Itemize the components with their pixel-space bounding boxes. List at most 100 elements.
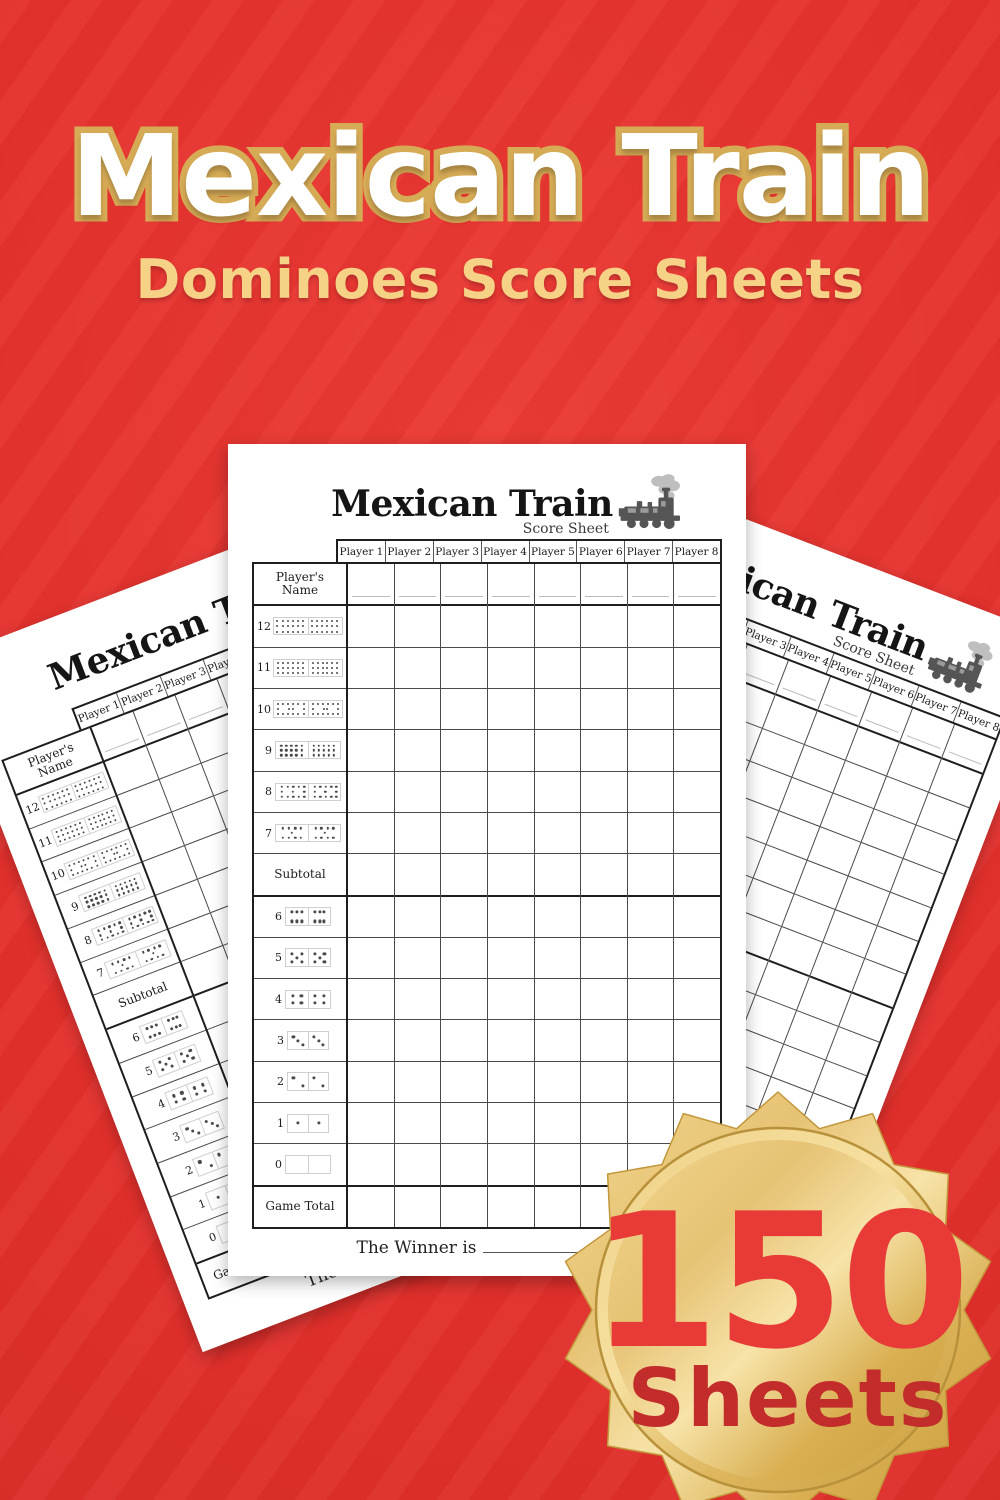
score-cell[interactable]: [487, 564, 534, 607]
score-cell[interactable]: [487, 606, 534, 648]
score-cell[interactable]: [487, 730, 534, 772]
score-cell[interactable]: [674, 938, 720, 980]
score-cell[interactable]: [487, 648, 534, 689]
score-cell[interactable]: [534, 730, 581, 772]
score-cell[interactable]: [627, 689, 674, 731]
score-cell[interactable]: [627, 564, 674, 607]
score-cell[interactable]: [627, 813, 674, 855]
score-cell[interactable]: [534, 1062, 581, 1104]
score-cell[interactable]: [487, 1144, 534, 1187]
score-cell[interactable]: [581, 606, 627, 648]
score-cell[interactable]: [627, 1020, 674, 1062]
score-cell[interactable]: [441, 979, 487, 1021]
score-cell[interactable]: [348, 606, 394, 648]
score-cell[interactable]: [441, 689, 487, 731]
score-cell[interactable]: [674, 1062, 720, 1104]
score-cell[interactable]: [674, 897, 720, 938]
score-cell[interactable]: [674, 772, 720, 813]
score-cell[interactable]: [348, 772, 394, 813]
score-cell[interactable]: [581, 689, 627, 731]
score-cell[interactable]: [441, 938, 487, 980]
score-cell[interactable]: [348, 1187, 394, 1227]
score-cell[interactable]: [534, 897, 581, 938]
score-cell[interactable]: [534, 606, 581, 648]
score-cell[interactable]: [581, 813, 627, 855]
score-cell[interactable]: [441, 854, 487, 897]
score-cell[interactable]: [441, 606, 487, 648]
score-cell[interactable]: [394, 1062, 441, 1104]
score-cell[interactable]: [394, 689, 441, 731]
score-cell[interactable]: [674, 606, 720, 648]
score-cell[interactable]: [487, 1020, 534, 1062]
score-cell[interactable]: [674, 1020, 720, 1062]
score-cell[interactable]: [581, 772, 627, 813]
score-cell[interactable]: [348, 564, 394, 607]
score-cell[interactable]: [348, 689, 394, 731]
score-cell[interactable]: [581, 648, 627, 689]
score-cell[interactable]: [627, 772, 674, 813]
score-cell[interactable]: [394, 897, 441, 938]
score-cell[interactable]: [441, 813, 487, 855]
score-cell[interactable]: [441, 1020, 487, 1062]
score-cell[interactable]: [394, 772, 441, 813]
score-cell[interactable]: [581, 897, 627, 938]
score-cell[interactable]: [674, 564, 720, 607]
score-cell[interactable]: [488, 1187, 534, 1227]
score-cell[interactable]: [348, 1103, 394, 1145]
score-cell[interactable]: [674, 979, 720, 1021]
score-cell[interactable]: [348, 897, 394, 938]
score-cell[interactable]: [487, 772, 534, 813]
score-cell[interactable]: [534, 772, 581, 813]
score-cell[interactable]: [441, 1144, 487, 1187]
score-cell[interactable]: [441, 1187, 487, 1227]
score-cell[interactable]: [348, 648, 394, 689]
score-cell[interactable]: [534, 854, 581, 897]
score-cell[interactable]: [394, 1144, 441, 1187]
score-cell[interactable]: [674, 730, 720, 772]
score-cell[interactable]: [441, 1103, 487, 1145]
score-cell[interactable]: [348, 1062, 394, 1104]
score-cell[interactable]: [441, 648, 487, 689]
score-cell[interactable]: [487, 1062, 534, 1104]
score-cell[interactable]: [581, 1062, 627, 1104]
score-cell[interactable]: [348, 854, 394, 897]
score-cell[interactable]: [674, 813, 720, 855]
score-cell[interactable]: [441, 1062, 487, 1104]
score-cell[interactable]: [581, 1020, 627, 1062]
score-cell[interactable]: [674, 854, 720, 897]
score-cell[interactable]: [394, 648, 441, 689]
score-cell[interactable]: [581, 979, 627, 1021]
score-cell[interactable]: [394, 1020, 441, 1062]
score-cell[interactable]: [394, 938, 441, 980]
score-cell[interactable]: [348, 979, 394, 1021]
score-cell[interactable]: [487, 854, 534, 897]
score-cell[interactable]: [348, 1144, 394, 1187]
score-cell[interactable]: [581, 854, 627, 897]
score-cell[interactable]: [441, 564, 487, 607]
score-cell[interactable]: [348, 813, 394, 855]
winner-input[interactable]: [482, 1238, 658, 1253]
score-cell[interactable]: [674, 689, 720, 731]
score-cell[interactable]: [581, 1144, 627, 1187]
score-cell[interactable]: [534, 564, 581, 607]
score-cell[interactable]: [627, 606, 674, 648]
score-cell[interactable]: [394, 854, 441, 897]
score-cell[interactable]: [348, 730, 394, 772]
score-cell[interactable]: [394, 730, 441, 772]
score-cell[interactable]: [441, 772, 487, 813]
score-cell[interactable]: [487, 1103, 534, 1145]
score-cell[interactable]: [581, 564, 627, 607]
score-cell[interactable]: [534, 813, 581, 855]
score-cell[interactable]: [581, 938, 627, 980]
score-cell[interactable]: [581, 730, 627, 772]
score-cell[interactable]: [534, 1020, 581, 1062]
score-cell[interactable]: [627, 1062, 674, 1104]
score-cell[interactable]: [674, 648, 720, 689]
score-cell[interactable]: [627, 648, 674, 689]
score-cell[interactable]: [487, 689, 534, 731]
score-cell[interactable]: [534, 1103, 581, 1145]
score-cell[interactable]: [348, 938, 394, 980]
score-cell[interactable]: [394, 813, 441, 855]
score-cell[interactable]: [627, 730, 674, 772]
score-cell[interactable]: [534, 1144, 581, 1187]
